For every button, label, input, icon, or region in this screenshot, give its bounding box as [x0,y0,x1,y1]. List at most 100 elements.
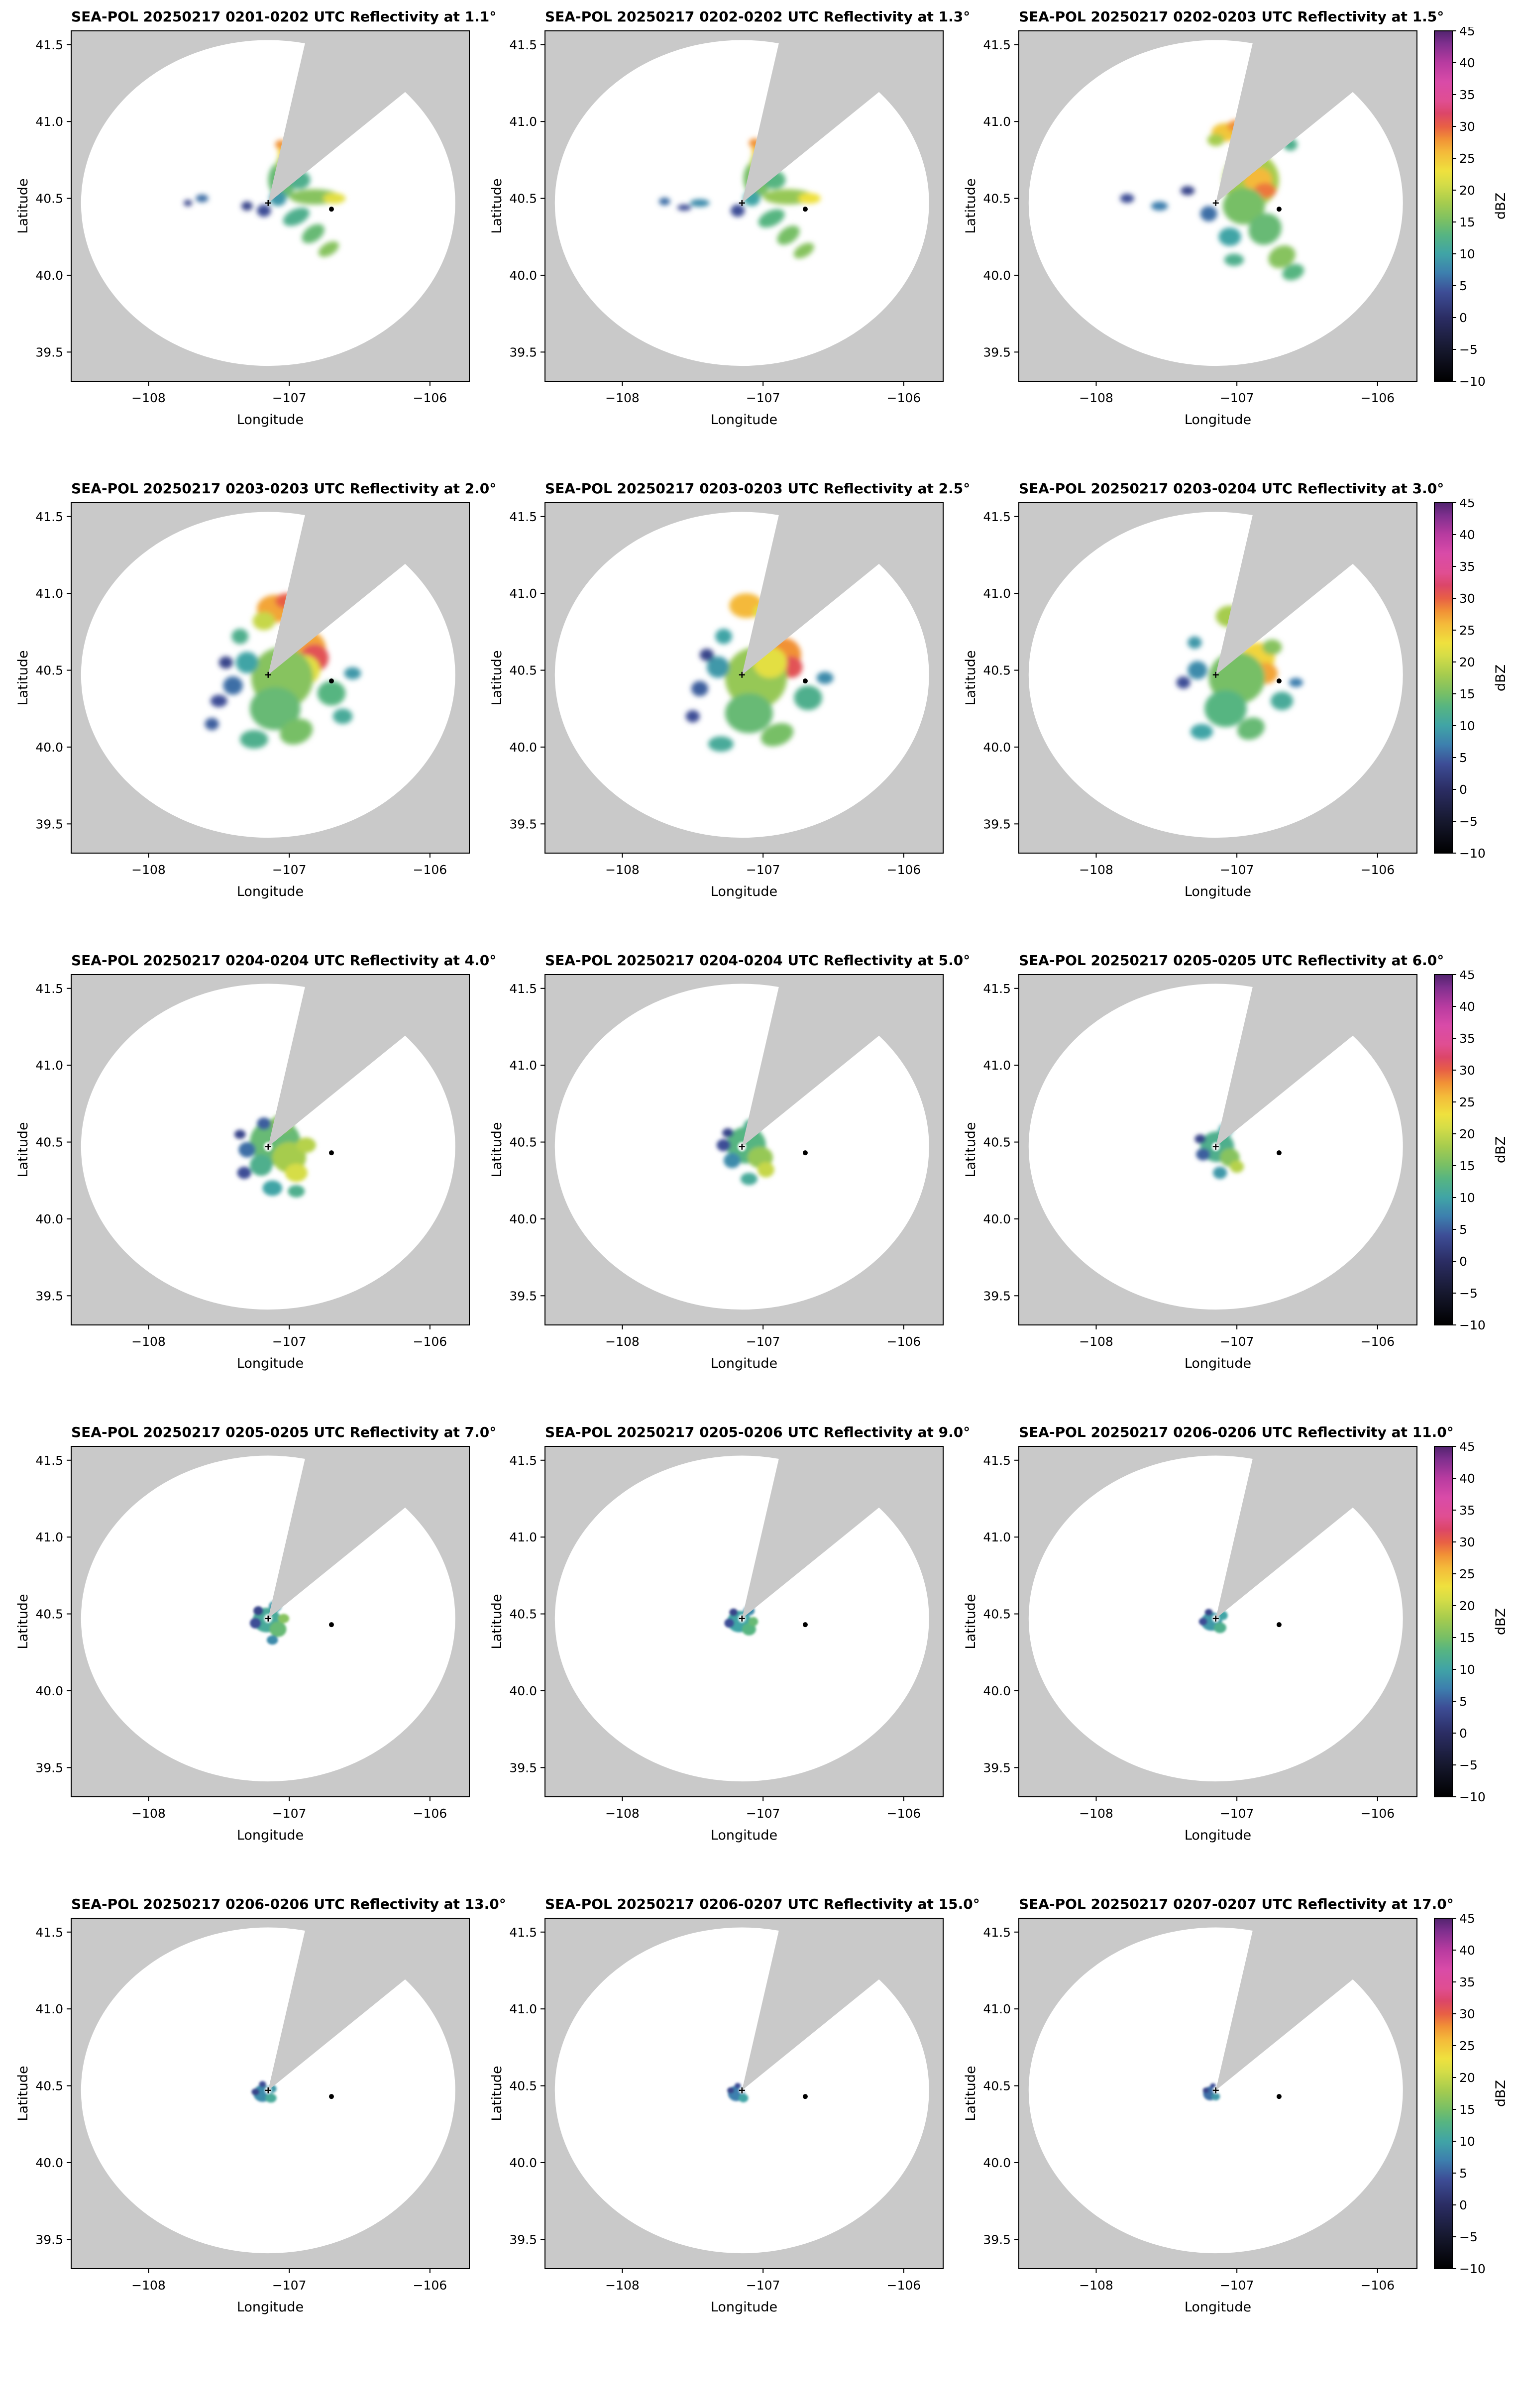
blocked-sector-wedge [742,1918,943,2090]
x-tick-label: −107 [746,1334,780,1349]
y-axis-label: Latitude [963,1122,978,1177]
colorbar-tick-label: −10 [1459,2262,1486,2276]
colorbar-tick-label: 40 [1459,528,1475,542]
y-tick-label: 40.5 [509,663,537,678]
radar-panel: SEA-POL 20250217 0202-0202 UTC Reflectiv… [480,7,970,448]
colorbar-gradient [1434,1446,1452,1797]
y-tick-label: 40.0 [983,268,1011,283]
x-tick-label: −108 [1079,2278,1113,2293]
y-tick-label: 39.5 [983,1289,1011,1303]
x-tick-label: −107 [746,863,780,877]
site-dot-marker [1276,1622,1282,1628]
colorbar-label: dBZ [1493,1608,1509,1635]
y-tick-label: 40.5 [983,1607,1011,1622]
colorbar-tick-label: 45 [1459,1442,1475,1454]
plot-area: −108 −107 −106 39.5 40.0 40.5 41.0 41.5 Longitud… [489,502,944,899]
colorbar-tick-label: −5 [1459,2230,1478,2244]
x-tick-label: −107 [272,1334,307,1349]
colorbar: 45 40 35 30 25 20 15 10 5 0 −5 −10 dBZ [1427,1442,1517,1863]
x-tick-label: −108 [605,863,640,877]
colorbar-tick-label: −10 [1459,374,1486,389]
colorbar-tick-label: 15 [1459,687,1475,701]
colorbar-tick-label: 30 [1459,591,1475,606]
panel-title: SEA-POL 20250217 0201-0202 UTC Reflectiv… [71,8,497,25]
radar-panel: SEA-POL 20250217 0204-0204 UTC Reflectiv… [480,951,971,1392]
y-tick-label: 39.5 [35,817,63,831]
radar-panel: SEA-POL 20250217 0203-0203 UTC Reflectiv… [6,479,496,920]
x-tick-label: −108 [131,863,166,877]
plot-border [544,502,944,854]
radar-plot: −108 −107 −106 39.5 40.0 40.5 41.0 41.5 Longitud… [963,1446,1417,1843]
radar-panel: SEA-POL 20250217 0203-0204 UTC Reflectiv… [954,479,1444,920]
colorbar-tick-label: 25 [1459,2039,1475,2053]
x-tick-label: −108 [1079,1806,1113,1821]
plot-border [1018,1918,1417,2269]
y-tick-label: 41.0 [509,114,537,129]
colorbar-tick-label: 15 [1459,1159,1475,1173]
radar-panel: SEA-POL 20250217 0205-0206 UTC Reflectiv… [480,1423,970,1863]
colorbar-tick-label: −10 [1459,846,1486,861]
y-tick-label: 39.5 [983,817,1011,831]
plot-area: −108 −107 −106 39.5 40.0 40.5 41.0 41.5 Longitud… [15,502,470,899]
y-axis-label: Latitude [15,1594,31,1649]
colorbar-tick-label: 35 [1459,559,1475,574]
colorbar-tick-label: 15 [1459,215,1475,229]
x-tick-label: −108 [131,391,166,405]
y-tick-label: 40.0 [509,2156,537,2170]
colorbar-tick-label: 30 [1459,1535,1475,1549]
y-tick-label: 40.0 [983,740,1011,755]
x-axis-label: Longitude [711,2299,777,2315]
plot-area: −108 −107 −106 39.5 40.0 40.5 41.0 41.5 Longitud… [489,1446,944,1843]
plot-area: −108 −107 −106 39.5 40.0 40.5 41.0 41.5 Longitud… [963,1446,1417,1843]
y-tick-label: 40.5 [35,1607,63,1622]
radar-plot: −108 −107 −106 39.5 40.0 40.5 41.0 41.5 Longitud… [489,1446,944,1843]
colorbar-tick-label: 5 [1459,2166,1467,2181]
y-tick-label: 39.5 [35,2232,63,2247]
panel-title: SEA-POL 20250217 0204-0204 UTC Reflectiv… [545,952,971,969]
x-tick-label: −106 [1361,863,1395,877]
y-axis-label: Latitude [489,2066,505,2121]
radar-plot: −108 −107 −106 39.5 40.0 40.5 41.0 41.5 Longitud… [963,1918,1417,2315]
x-tick-label: −108 [131,2278,166,2293]
blocked-sector-wedge [268,31,469,203]
plot-border [71,30,470,382]
colorbar-label: dBZ [1493,2080,1509,2107]
site-dot-marker [802,1622,808,1628]
y-axis-label: Latitude [489,650,505,705]
panel-title: SEA-POL 20250217 0207-0207 UTC Reflectiv… [1019,1896,1454,1912]
colorbar-tick-label: 45 [1459,1914,1475,1926]
x-tick-label: −107 [746,2278,780,2293]
plot-area: −108 −107 −106 39.5 40.0 40.5 41.0 41.5 Longitud… [963,974,1417,1371]
plot-border [71,1446,470,1797]
colorbar-tick-label: 25 [1459,1095,1475,1109]
y-tick-label: 41.0 [35,114,63,129]
colorbar-tick-label: −5 [1459,814,1478,829]
colorbar-tick-label: 0 [1459,782,1467,797]
plot-area: −108 −107 −106 39.5 40.0 40.5 41.0 41.5 Longitud… [963,1918,1417,2315]
blocked-sector-wedge [742,503,943,675]
x-tick-label: −107 [1220,391,1254,405]
colorbar-tick-label: −10 [1459,1318,1486,1332]
x-tick-label: −108 [131,1334,166,1349]
colorbar-gradient [1434,975,1452,1325]
y-tick-label: 41.0 [509,1058,537,1073]
y-tick-label: 41.0 [35,586,63,601]
radar-plot: −108 −107 −106 39.5 40.0 40.5 41.0 41.5 Longitud… [15,1446,470,1843]
site-dot-marker [802,207,808,212]
site-dot-marker [1276,2094,1282,2099]
x-tick-label: −108 [605,2278,640,2293]
colorbar-tick-label: 35 [1459,1975,1475,1989]
site-dot-marker [328,1150,334,1156]
colorbar-tick-label: 30 [1459,1063,1475,1078]
blocked-sector-wedge [268,1446,469,1619]
blocked-sector-wedge [742,975,943,1147]
blocked-sector-wedge [268,975,469,1147]
blocked-sector-wedge [268,1918,469,2090]
x-tick-label: −106 [413,1334,447,1349]
colorbar-border [1434,502,1453,854]
y-tick-label: 41.5 [35,38,63,52]
plot-border [1018,30,1417,382]
y-axis-label: Latitude [963,1594,978,1649]
y-tick-label: 41.5 [509,1453,537,1468]
